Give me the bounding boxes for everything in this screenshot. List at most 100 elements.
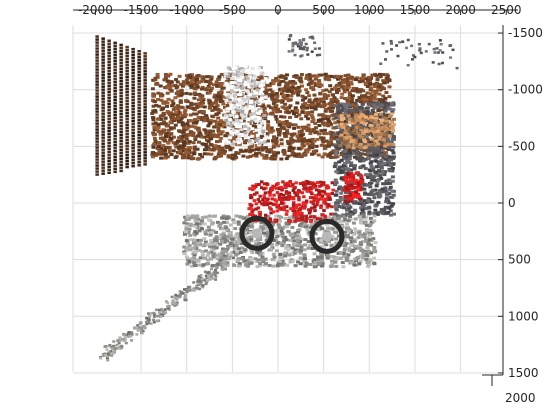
cloud-point <box>95 101 99 104</box>
cloud-point <box>386 78 391 82</box>
cloud-point <box>137 62 141 65</box>
cloud-point <box>333 143 338 147</box>
cloud-point <box>271 129 276 133</box>
cloud-point <box>276 133 281 137</box>
cloud-point <box>326 119 331 123</box>
cloud-point <box>143 103 147 106</box>
cloud-point <box>368 100 373 104</box>
cloud-point <box>372 138 377 142</box>
cloud-point <box>183 288 187 291</box>
cloud-point <box>267 263 272 267</box>
cloud-point <box>377 72 382 76</box>
cloud-point <box>212 271 216 274</box>
cloud-point <box>169 80 174 84</box>
cloud-point <box>311 85 316 89</box>
cloud-point <box>113 152 117 156</box>
cloud-point <box>265 83 270 87</box>
cloud-point <box>196 98 201 102</box>
cloud-point <box>101 169 105 172</box>
cloud-point <box>382 131 387 135</box>
cloud-point <box>210 114 215 118</box>
cloud-point <box>184 99 189 103</box>
cloud-point <box>317 79 322 83</box>
cloud-point <box>278 262 283 266</box>
cloud-point <box>125 120 129 124</box>
cloud-point <box>107 129 111 133</box>
cloud-point <box>101 52 105 55</box>
cloud-point <box>368 243 373 247</box>
cloud-point <box>348 92 353 96</box>
cloud-point <box>271 82 276 86</box>
cloud-point <box>339 170 344 174</box>
cloud-point <box>339 102 344 106</box>
cloud-point <box>368 97 373 101</box>
cloud-point <box>254 72 259 76</box>
cloud-point <box>377 92 382 96</box>
cloud-point <box>178 139 183 143</box>
cloud-point <box>119 52 123 56</box>
cloud-point <box>389 112 394 116</box>
cloud-point <box>131 83 135 87</box>
cloud-point <box>391 129 396 133</box>
cloud-point <box>143 55 147 58</box>
cloud-point <box>95 41 99 44</box>
cloud-point <box>303 238 308 242</box>
cloud-point <box>364 257 369 261</box>
cloud-point <box>257 125 262 129</box>
cloud-point <box>286 141 291 145</box>
cloud-point <box>120 338 124 341</box>
cloud-point <box>228 243 233 247</box>
motorcycle-body <box>239 179 345 254</box>
cloud-point <box>306 117 311 121</box>
cloud-point <box>177 74 182 78</box>
cloud-point <box>306 123 311 127</box>
cloud-point <box>352 155 357 159</box>
cloud-point <box>361 215 366 219</box>
cloud-point <box>343 252 348 256</box>
cloud-point <box>349 241 354 245</box>
cloud-point <box>392 212 397 216</box>
cloud-point <box>347 148 352 152</box>
cloud-point <box>358 215 363 219</box>
cloud-point <box>245 155 250 159</box>
cloud-point <box>300 221 305 225</box>
cloud-point <box>361 199 366 203</box>
cloud-point <box>232 136 237 140</box>
cloud-point <box>125 165 129 169</box>
cloud-point <box>95 134 99 137</box>
cloud-point <box>157 104 162 108</box>
cloud-point <box>203 249 208 253</box>
cloud-point <box>231 128 236 132</box>
cloud-point <box>210 148 215 152</box>
cloud-point <box>207 75 212 79</box>
cloud-point <box>239 242 244 246</box>
cloud-point <box>224 93 229 97</box>
cloud-point <box>221 220 226 224</box>
cloud-point <box>197 263 202 267</box>
cloud-point <box>344 108 349 112</box>
cloud-point <box>349 183 354 187</box>
cloud-point <box>335 101 340 105</box>
cloud-point <box>227 136 232 140</box>
cloud-point <box>248 231 253 235</box>
cloud-point <box>101 76 105 79</box>
cloud-point <box>391 162 396 166</box>
cloud-point <box>113 116 117 120</box>
cloud-point <box>153 315 157 318</box>
cloud-point <box>213 144 218 148</box>
cloud-point <box>344 103 349 107</box>
cloud-point <box>131 107 135 111</box>
cloud-point <box>101 352 105 356</box>
cloud-point <box>131 59 135 63</box>
cloud-point <box>345 139 350 143</box>
cloud-point <box>380 118 385 122</box>
cloud-point <box>391 108 396 112</box>
cloud-point <box>249 203 254 207</box>
cloud-point <box>211 83 216 87</box>
cloud-point <box>175 80 180 84</box>
cloud-point <box>372 219 377 223</box>
cloud-point <box>316 261 321 265</box>
cloud-point <box>166 307 170 310</box>
cloud-point <box>216 144 221 148</box>
cloud-point <box>365 91 370 95</box>
